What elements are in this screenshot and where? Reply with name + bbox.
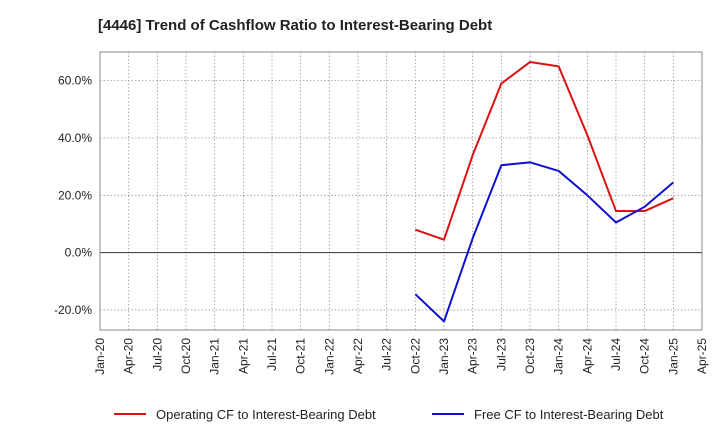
x-tick-label: Jul-24 [609,338,623,371]
y-axis: -20.0% 0.0% 20.0% 40.0% 60.0% [54,74,92,317]
grid [99,52,703,330]
x-tick-label: Oct-20 [179,338,193,374]
x-tick-label: Jan-25 [666,338,680,375]
x-tick-label: Oct-22 [408,338,422,374]
y-tick-label: 0.0% [65,246,93,260]
x-tick-label: Jan-23 [437,338,451,375]
x-axis: Jan-20 Apr-20 Jul-20 Oct-20 Jan-21 Apr-21 Jul-… [93,338,709,375]
x-tick-label: Jan-22 [322,338,336,375]
x-tick-label: Jul-20 [150,338,164,371]
x-tick-label: Apr-22 [351,338,365,374]
x-tick-label: Jul-21 [265,338,279,371]
series-lines [414,61,674,323]
x-tick-label: Apr-20 [122,338,136,374]
x-tick-label: Jan-20 [93,338,107,375]
series-line-operating-cf [414,61,674,241]
y-tick-label: -20.0% [54,303,92,317]
x-tick-label: Jul-22 [380,338,394,371]
series-line-free-cf [414,161,674,323]
x-tick-label: Oct-21 [294,338,308,374]
x-tick-label: Jan-21 [208,338,222,375]
chart-title: [4446] Trend of Cashflow Ratio to Intere… [98,17,492,34]
x-tick-label: Apr-21 [236,338,250,374]
x-tick-label: Jan-24 [552,338,566,375]
x-tick-label: Apr-23 [466,338,480,374]
plot-area [99,51,703,331]
x-tick-label: Apr-24 [580,338,594,374]
y-tick-label: 20.0% [58,188,92,202]
legend-label-operating-cf: Operating CF to Interest-Bearing Debt [156,407,376,422]
legend-label-free-cf: Free CF to Interest-Bearing Debt [474,407,664,422]
x-tick-label: Jul-23 [494,338,508,371]
x-tick-label: Apr-25 [695,338,709,374]
y-tick-label: 60.0% [58,74,92,88]
x-tick-label: Oct-23 [523,338,537,374]
y-tick-label: 40.0% [58,131,92,145]
x-tick-label: Oct-24 [638,338,652,374]
legend: Operating CF to Interest-Bearing Debt Fr… [114,407,664,422]
